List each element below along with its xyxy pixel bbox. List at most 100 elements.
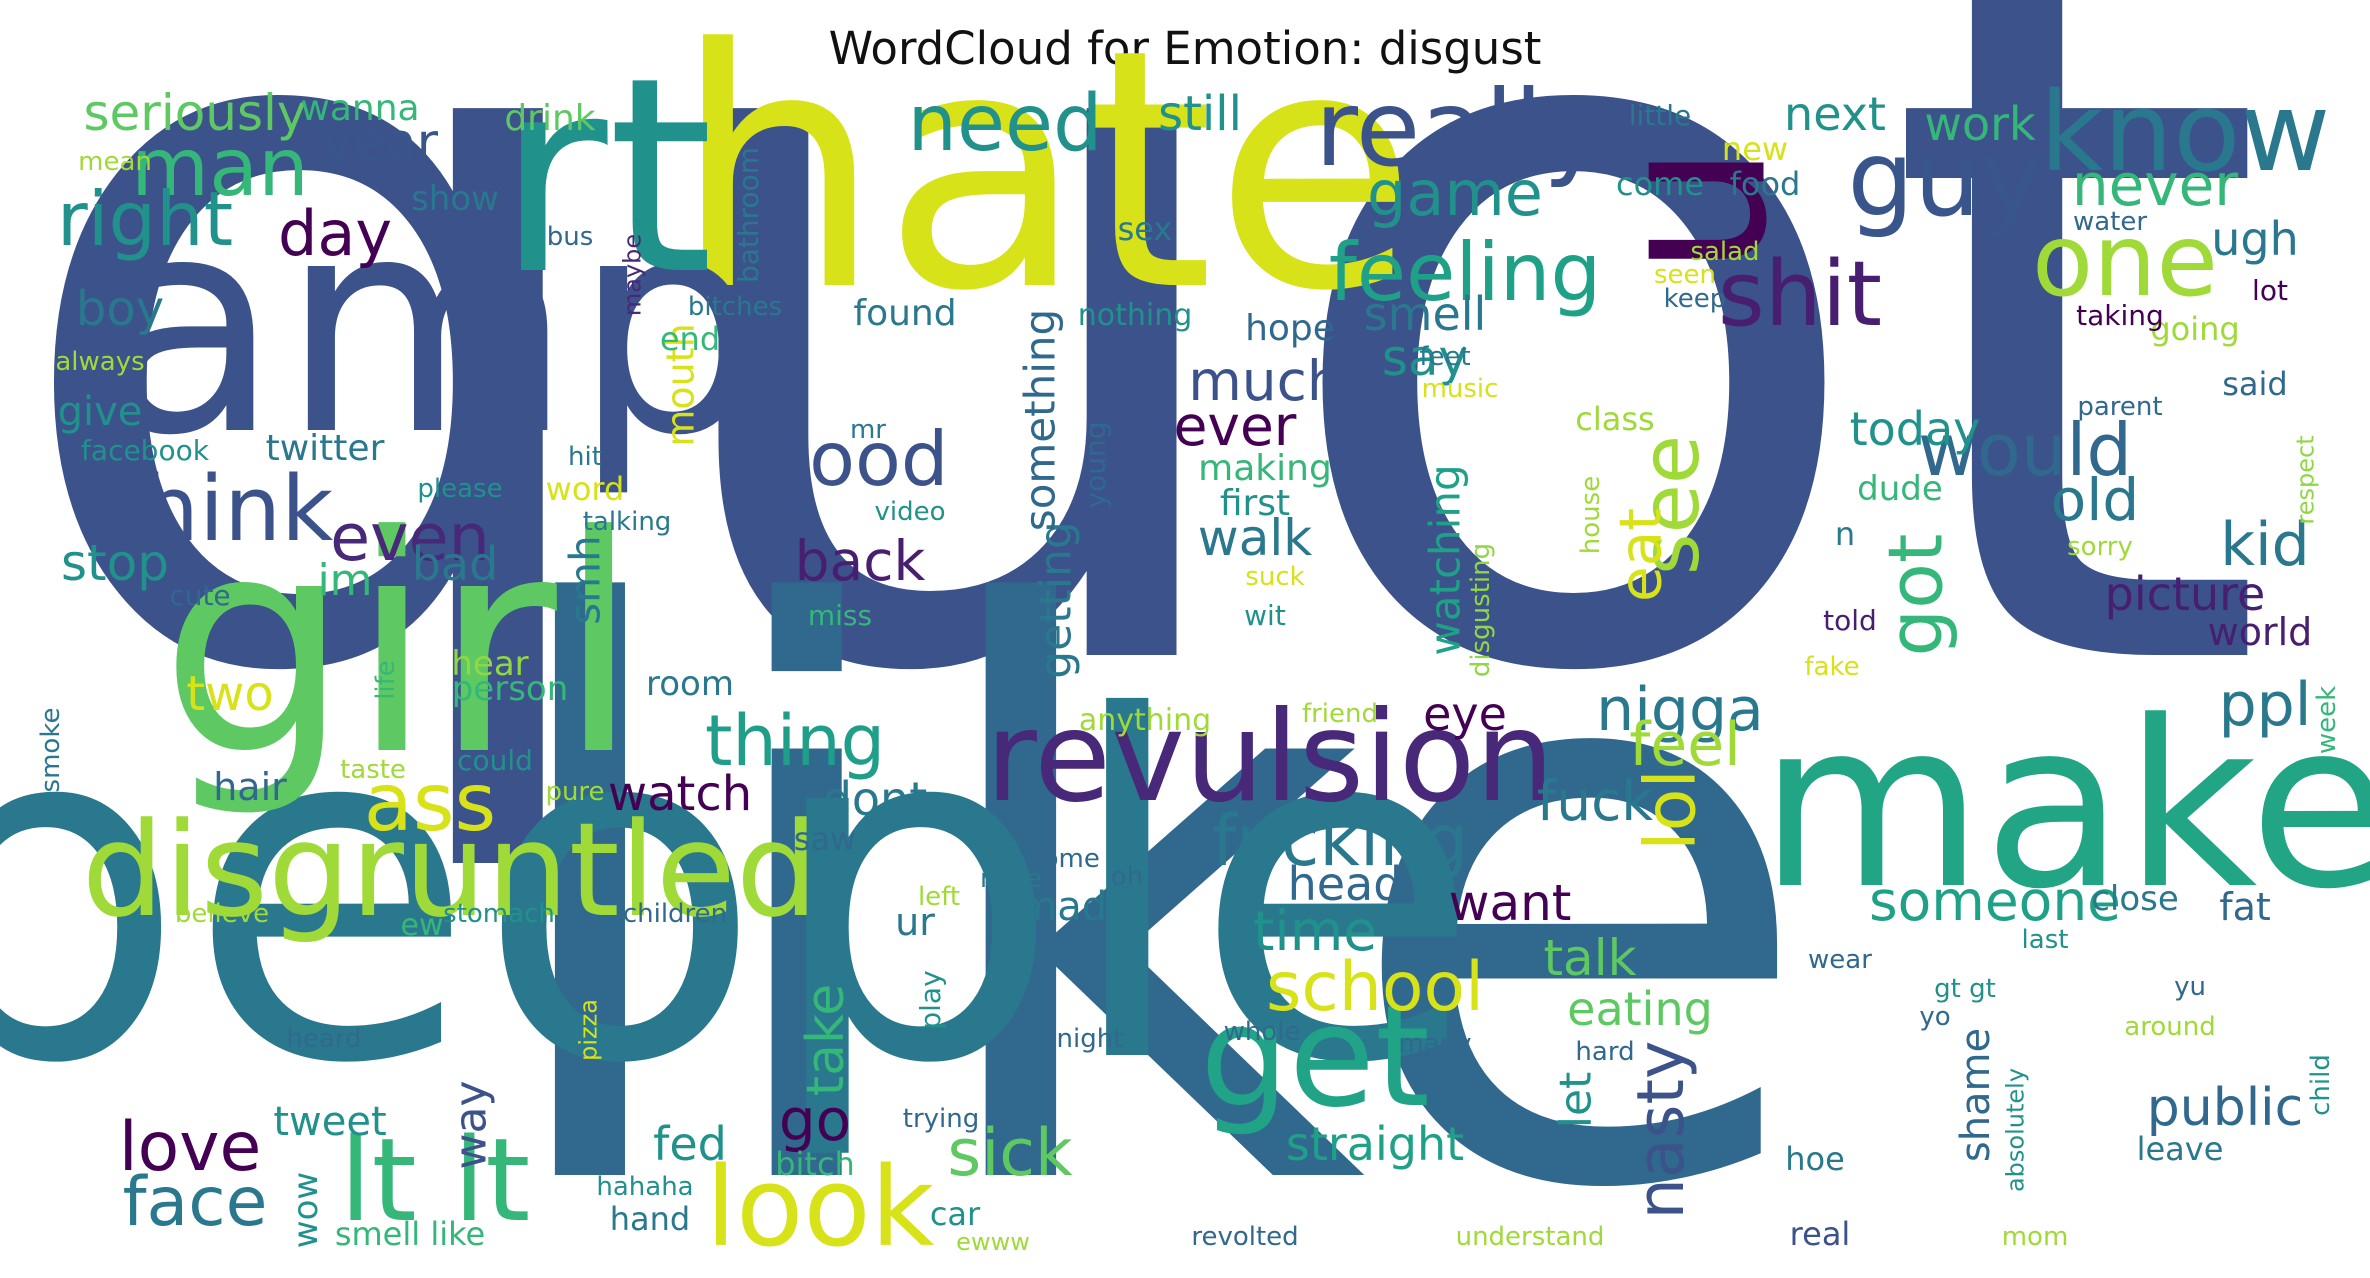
word-right: right xyxy=(57,175,233,263)
word-time: time xyxy=(1253,899,1377,963)
word-saw: saw xyxy=(794,820,856,858)
word-fake: fake xyxy=(1804,652,1859,682)
word-gt-gt: gt gt xyxy=(1934,974,1996,1004)
word-always: always xyxy=(55,347,144,377)
word-night: night xyxy=(1057,1024,1124,1054)
word-close: close xyxy=(2091,879,2179,919)
word-first: first xyxy=(1220,483,1290,524)
word-believe: believe xyxy=(175,899,269,929)
word-even: even xyxy=(330,501,490,576)
word-one: one xyxy=(2032,202,2218,319)
word-maybe: maybe xyxy=(618,234,646,316)
word-look: look xyxy=(706,1143,935,1271)
word-get: get xyxy=(1200,976,1430,1139)
word-children: children xyxy=(623,899,727,929)
word-ew: ew xyxy=(401,908,444,943)
word-today: today xyxy=(1850,402,1981,456)
word-walk: walk xyxy=(1198,509,1312,567)
word-people: people xyxy=(0,619,1482,1166)
word-nigga: nigga xyxy=(1596,675,1764,745)
word-really: really xyxy=(1315,68,1605,190)
word-person: person xyxy=(452,669,569,709)
word-want: want xyxy=(1449,874,1572,932)
word-said: said xyxy=(2222,365,2287,403)
word-whole: whole xyxy=(1224,1017,1301,1047)
word-way: way xyxy=(445,1081,496,1170)
word-video: video xyxy=(874,497,945,527)
word-ugh: ugh xyxy=(2211,212,2299,266)
word-wanna: wanna xyxy=(300,88,419,129)
word-home: home xyxy=(1026,844,1100,874)
word-ewww: ewww xyxy=(956,1228,1030,1256)
word-lt-lt: lt lt xyxy=(340,1114,531,1248)
word-hope: hope xyxy=(1245,308,1335,349)
word-pizza: pizza xyxy=(574,999,602,1061)
word-wear: wear xyxy=(1808,945,1872,975)
word-head: head xyxy=(1288,857,1403,911)
word-talking: talking xyxy=(583,507,672,537)
word-picture: picture xyxy=(2105,567,2266,621)
word-end: end xyxy=(660,320,720,358)
word-back: back xyxy=(795,529,926,593)
word-last: last xyxy=(2022,925,2069,955)
word-come: come xyxy=(1616,165,1704,203)
word-girl: girl xyxy=(160,472,640,821)
word-eye: eye xyxy=(1423,687,1507,741)
word-music: music xyxy=(1422,374,1499,404)
word-lol: lol xyxy=(1630,769,1712,851)
word-let: let xyxy=(1550,1072,1601,1129)
word-hahaha: hahaha xyxy=(596,1172,693,1202)
word-oh: oh xyxy=(1111,862,1143,892)
word-tweet: tweet xyxy=(273,1099,386,1145)
word-smoke: smoke xyxy=(36,708,66,793)
word-going: going xyxy=(2150,310,2239,348)
word-facebook: facebook xyxy=(81,434,210,467)
word-never: never xyxy=(2072,151,2238,219)
word-love: love xyxy=(119,1108,262,1187)
word-say: say xyxy=(1382,329,1468,387)
word-would: would xyxy=(1918,408,2132,492)
word-boy: boy xyxy=(76,281,164,337)
word-feel: feel xyxy=(1629,710,1741,780)
word-put: put xyxy=(1623,600,1676,638)
word-pure: pure xyxy=(545,777,604,807)
word-mr: mr xyxy=(850,415,886,445)
word-amp: amp xyxy=(97,152,764,501)
word-dude: dude xyxy=(1857,469,1943,509)
word-keep: keep xyxy=(1664,284,1727,314)
word-something: something xyxy=(1016,309,1065,531)
word-public: public xyxy=(2147,1078,2303,1138)
word-guy: guy xyxy=(1847,118,2042,240)
word-someone: someone xyxy=(1869,869,2121,933)
word-word: word xyxy=(546,470,625,508)
word-shame: shame xyxy=(1953,1028,1999,1162)
word-fuck: fuck xyxy=(1537,769,1653,833)
word-stomach: stomach xyxy=(443,899,555,929)
word-know: know xyxy=(2040,68,2331,196)
word-fed: fed xyxy=(653,1117,727,1171)
word-many: many xyxy=(1398,1029,1471,1059)
word-yu: yu xyxy=(2174,972,2206,1002)
word-feeling: feeling xyxy=(1329,226,1602,319)
word-still: still xyxy=(1158,86,1242,142)
word-leave: leave xyxy=(2137,1130,2224,1168)
word-seen: seen xyxy=(1654,260,1716,290)
word-hoe: hoe xyxy=(1785,1140,1845,1178)
word-world: world xyxy=(2208,610,2313,654)
word-absolutely: absolutely xyxy=(2001,1068,2029,1192)
word-found: found xyxy=(853,293,956,334)
word-make: make xyxy=(1759,673,2370,940)
word-respect: respect xyxy=(2291,435,2319,524)
word-mean: mean xyxy=(78,147,152,177)
word-around: around xyxy=(2124,1012,2215,1042)
word-new: new xyxy=(1722,130,1788,168)
word-fat: fat xyxy=(2219,885,2271,929)
word-hate: hate xyxy=(673,0,1417,363)
word-nothing: nothing xyxy=(1078,298,1193,333)
word-revolted: revolted xyxy=(1191,1222,1298,1252)
chart-title: WordCloud for Emotion: disgust xyxy=(828,22,1542,75)
word-game: game xyxy=(1367,157,1543,230)
word-revulsion: revulsion xyxy=(985,685,1554,830)
word-bitches: bitches xyxy=(688,292,782,322)
word-trying: trying xyxy=(903,1104,979,1134)
